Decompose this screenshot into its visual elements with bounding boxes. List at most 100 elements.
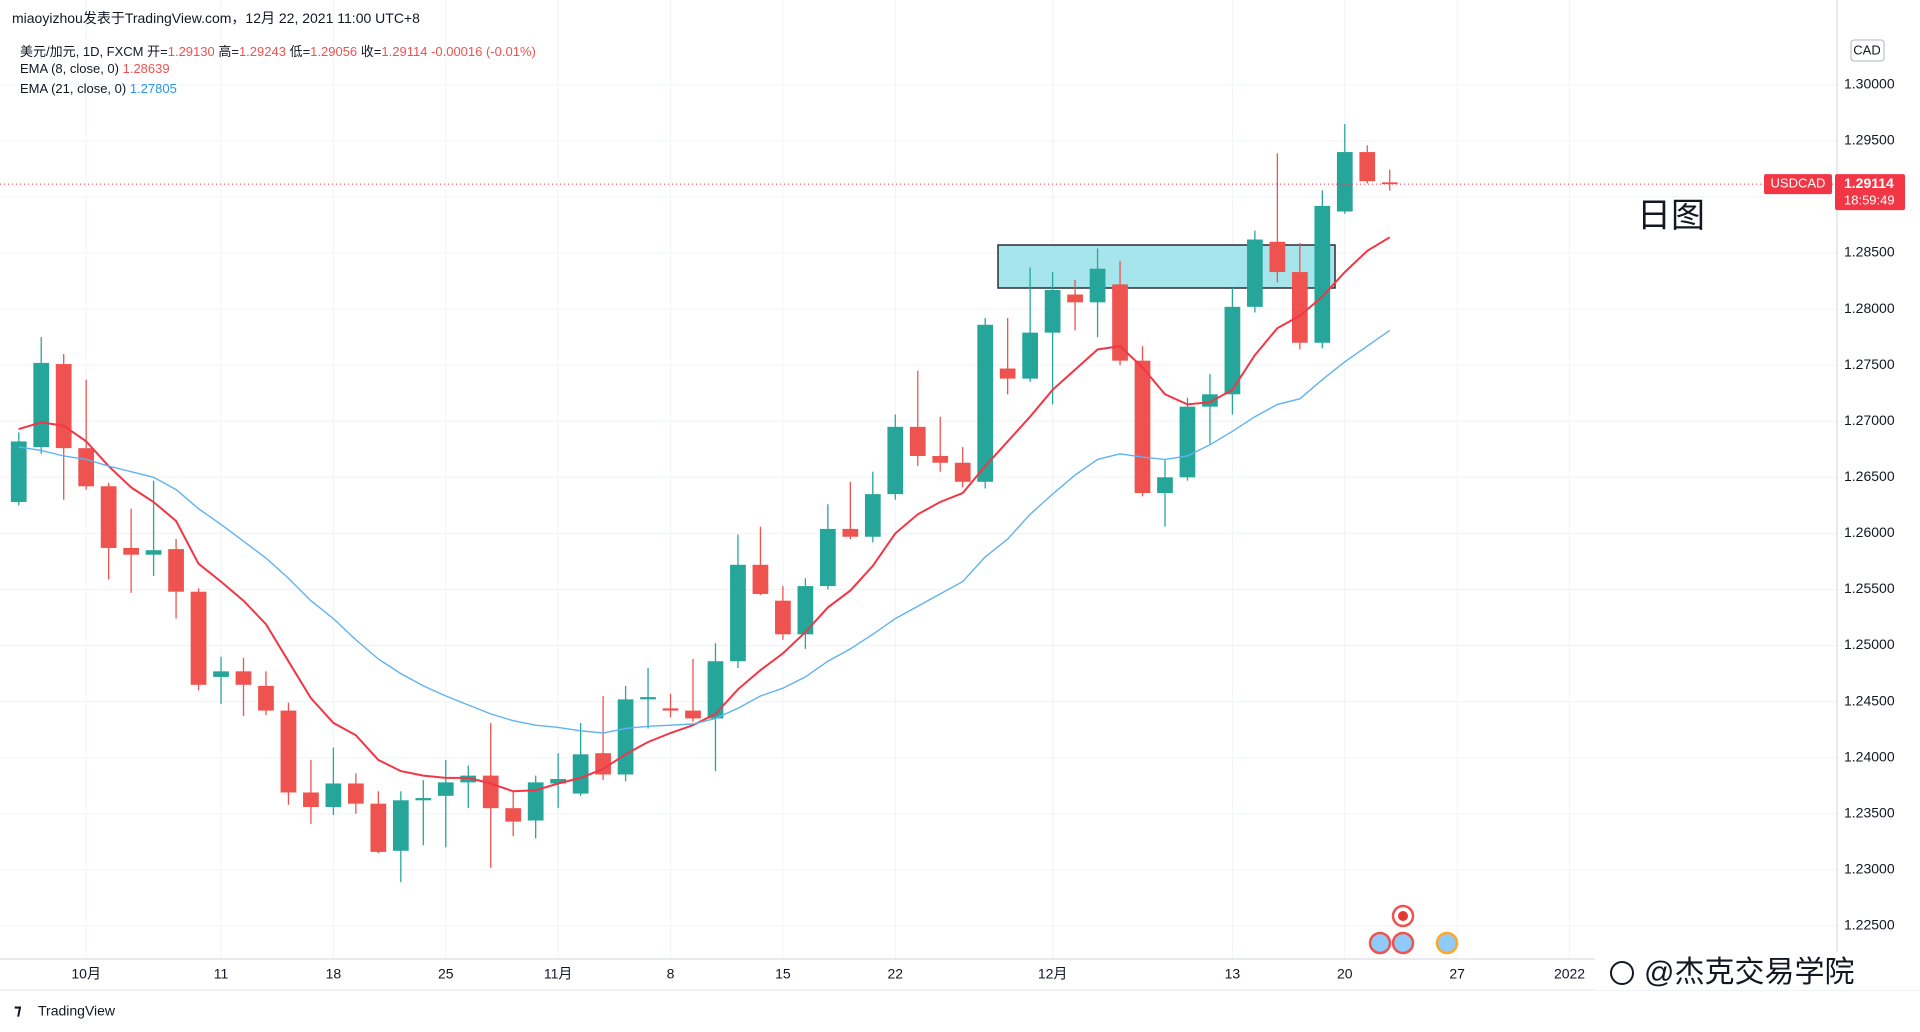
- candle-body: [1179, 406, 1196, 478]
- x-tick-label: 11月: [544, 966, 573, 982]
- byline: miaoyizhou发表于TradingView.com，12月 22, 202…: [12, 10, 420, 26]
- x-tick-label: 20: [1337, 966, 1353, 982]
- legend-ema: EMA (8, close, 0) 1.28639: [20, 61, 170, 76]
- candle-body: [595, 753, 611, 775]
- candle-body: [1202, 394, 1218, 407]
- y-tick-label: 1.24500: [1844, 692, 1895, 708]
- event-icon: [1398, 911, 1408, 921]
- candle-body: [348, 783, 364, 804]
- y-tick-label: 1.25000: [1844, 636, 1895, 652]
- candle-body: [707, 661, 724, 719]
- candle-body: [1381, 182, 1398, 185]
- candle-body: [1314, 205, 1331, 343]
- symbol: 美元/加元, 1D, FXCM: [20, 44, 144, 59]
- candle-body: [1134, 360, 1151, 494]
- candle-body: [932, 455, 949, 463]
- x-tick-label: 13: [1225, 966, 1241, 982]
- candle-body: [1067, 294, 1083, 303]
- candle-body: [123, 547, 139, 555]
- legend-ema: EMA (21, close, 0) 1.27805: [20, 81, 177, 96]
- candle-body: [33, 362, 50, 448]
- candle-body: [437, 782, 454, 796]
- ema-name: EMA (21, close, 0): [20, 81, 127, 96]
- candle-body: [482, 775, 499, 809]
- candle-body: [10, 441, 27, 502]
- candle-body: [572, 754, 589, 794]
- x-tick-label: 25: [438, 966, 454, 982]
- candle-body: [954, 462, 971, 482]
- x-tick-label: 22: [887, 966, 903, 982]
- y-tick-label: 1.28000: [1844, 300, 1895, 316]
- candle-body: [213, 671, 229, 677]
- candle-body: [392, 800, 409, 851]
- y-tick-label: 1.27500: [1844, 356, 1895, 372]
- event-icon: [1435, 931, 1459, 955]
- candle-body: [550, 778, 567, 784]
- candle-body: [999, 368, 1016, 379]
- ohlc-label: 高=: [218, 44, 239, 59]
- logo: TradingView: [38, 1003, 116, 1019]
- candle-body: [819, 528, 836, 587]
- event-icon: [1368, 931, 1392, 955]
- candle-body: [280, 710, 297, 793]
- ohlc-value: 1.29056: [310, 44, 358, 59]
- candle-body: [1336, 152, 1353, 212]
- candle-body: [909, 426, 926, 456]
- marks: [0, 124, 1837, 883]
- candle-body: [1269, 241, 1286, 273]
- candle-body: [190, 591, 207, 685]
- x-tick-label: 18: [326, 966, 342, 982]
- candle-body: [168, 549, 184, 592]
- candle-body: [864, 494, 881, 537]
- y-tick-label: 1.24000: [1844, 748, 1895, 764]
- y-tick-label: 1.27000: [1844, 412, 1895, 428]
- x-tick-label: 8: [667, 966, 675, 982]
- x-tick-label: 12月: [1038, 966, 1068, 982]
- candle-body: [1044, 290, 1061, 333]
- y-tick-label: 1.23000: [1844, 861, 1895, 877]
- candle-body: [887, 426, 904, 495]
- ema-line: [18, 329, 1391, 734]
- ohlc-label: 收=: [360, 44, 382, 59]
- candle-body: [1359, 152, 1376, 182]
- candle-body: [685, 710, 701, 719]
- candle-body: [370, 803, 387, 852]
- price-tag-value: 1.29114: [1844, 175, 1894, 191]
- ohlc-label: 低=: [289, 44, 311, 59]
- candle-body: [145, 550, 162, 555]
- grid: [0, 0, 1837, 959]
- annotation: 日图: [1637, 197, 1705, 235]
- ema-value: 1.27805: [129, 81, 177, 96]
- watermark-icon: [1610, 961, 1634, 985]
- logo-mark: ⁊: [14, 1002, 22, 1019]
- ohlc-value: 1.29243: [238, 44, 286, 59]
- candle-body: [1247, 239, 1263, 307]
- currency: CAD: [1853, 42, 1880, 57]
- candle-body: [1112, 284, 1128, 361]
- ohlc: 开=1.29130 高=1.29243 低=1.29056 收=1.29114: [147, 44, 431, 59]
- ohlc-label: 开=: [147, 44, 168, 59]
- watermark-bg: [1595, 952, 1920, 990]
- symbol-tag-text: USDCAD: [1771, 176, 1826, 191]
- candle-body: [617, 699, 634, 775]
- candle-body: [325, 783, 342, 808]
- candle-body: [303, 792, 319, 808]
- candle-body: [235, 671, 252, 685]
- x-tick-label: 11: [214, 966, 229, 982]
- y-tick-label: 1.22500: [1844, 917, 1895, 933]
- candle-body: [1089, 268, 1106, 303]
- y-tick-label: 1.29500: [1844, 132, 1895, 148]
- candle-body: [1291, 272, 1308, 343]
- watermark: @杰克交易学院: [1644, 956, 1854, 989]
- x-tick-label: 2022: [1554, 966, 1585, 982]
- currency-box: [1850, 39, 1885, 62]
- candle-body: [842, 528, 859, 537]
- ema-value: 1.28639: [122, 61, 170, 76]
- ema-line: [18, 236, 1391, 793]
- candle-body: [505, 808, 522, 822]
- candle-body: [100, 486, 117, 548]
- candle-body: [662, 708, 679, 711]
- candle-body: [1224, 306, 1241, 395]
